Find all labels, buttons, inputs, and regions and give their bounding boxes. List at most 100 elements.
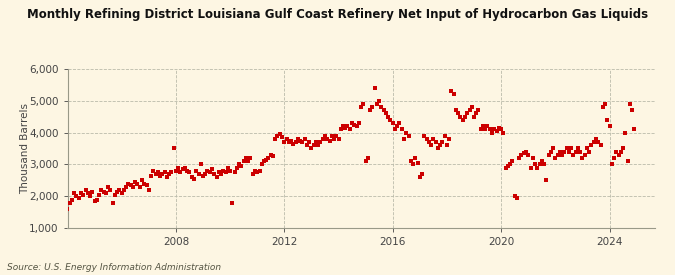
- Point: [512, 196, 522, 200]
- Point: [376, 105, 387, 109]
- Point: [439, 134, 450, 138]
- Point: [119, 188, 130, 192]
- Point: [284, 140, 294, 144]
- Point: [331, 134, 342, 138]
- Point: [516, 153, 527, 157]
- Point: [543, 153, 554, 157]
- Point: [473, 108, 484, 112]
- Point: [557, 153, 568, 157]
- Point: [460, 114, 470, 119]
- Point: [275, 132, 286, 136]
- Point: [67, 197, 78, 202]
- Point: [272, 134, 283, 138]
- Point: [175, 170, 186, 175]
- Point: [62, 207, 73, 211]
- Point: [455, 114, 466, 119]
- Point: [82, 191, 93, 195]
- Point: [351, 124, 362, 128]
- Point: [554, 150, 565, 154]
- Point: [457, 118, 468, 122]
- Point: [220, 170, 231, 175]
- Point: [265, 153, 276, 157]
- Point: [356, 105, 367, 109]
- Point: [252, 170, 263, 175]
- Point: [134, 185, 145, 189]
- Point: [392, 124, 402, 128]
- Point: [340, 126, 350, 130]
- Point: [595, 143, 606, 147]
- Point: [126, 183, 136, 187]
- Text: Source: U.S. Energy Information Administration: Source: U.S. Energy Information Administ…: [7, 263, 221, 272]
- Point: [622, 159, 633, 163]
- Point: [362, 156, 373, 160]
- Point: [101, 191, 111, 195]
- Point: [218, 169, 229, 173]
- Point: [532, 166, 543, 170]
- Point: [354, 121, 364, 125]
- Point: [166, 170, 177, 175]
- Point: [205, 170, 215, 175]
- Point: [346, 121, 357, 125]
- Point: [123, 182, 134, 186]
- Point: [383, 114, 394, 119]
- Point: [412, 161, 423, 165]
- Point: [620, 130, 630, 135]
- Point: [387, 121, 398, 125]
- Point: [364, 108, 375, 112]
- Point: [207, 167, 217, 171]
- Point: [306, 146, 317, 151]
- Point: [267, 154, 278, 159]
- Point: [279, 140, 290, 144]
- Point: [428, 137, 439, 141]
- Point: [229, 170, 240, 175]
- Point: [243, 159, 254, 163]
- Point: [584, 150, 595, 154]
- Point: [292, 137, 303, 141]
- Point: [552, 153, 563, 157]
- Point: [310, 140, 321, 144]
- Point: [139, 182, 150, 186]
- Point: [157, 172, 167, 176]
- Point: [401, 130, 412, 135]
- Point: [527, 156, 538, 160]
- Point: [270, 137, 281, 141]
- Point: [297, 140, 308, 144]
- Point: [444, 137, 455, 141]
- Point: [191, 169, 202, 173]
- Point: [186, 175, 197, 179]
- Point: [525, 166, 536, 170]
- Point: [143, 188, 154, 192]
- Point: [564, 150, 574, 154]
- Point: [624, 102, 635, 106]
- Point: [195, 162, 206, 167]
- Point: [611, 150, 622, 154]
- Point: [240, 156, 251, 160]
- Point: [168, 146, 179, 151]
- Point: [161, 175, 172, 179]
- Point: [371, 102, 382, 106]
- Point: [245, 156, 256, 160]
- Point: [502, 164, 513, 168]
- Point: [163, 172, 174, 176]
- Point: [71, 194, 82, 199]
- Point: [141, 183, 152, 187]
- Point: [406, 159, 416, 163]
- Point: [493, 126, 504, 130]
- Point: [299, 137, 310, 141]
- Point: [227, 200, 238, 205]
- Point: [403, 134, 414, 138]
- Point: [468, 114, 479, 119]
- Point: [128, 185, 138, 189]
- Point: [254, 169, 265, 173]
- Point: [338, 124, 348, 128]
- Point: [597, 105, 608, 109]
- Text: Monthly Refining District Louisiana Gulf Coast Refinery Net Input of Hydrocarbon: Monthly Refining District Louisiana Gulf…: [27, 8, 648, 21]
- Point: [324, 138, 335, 143]
- Point: [329, 137, 340, 141]
- Point: [136, 178, 147, 183]
- Point: [344, 127, 355, 131]
- Point: [153, 170, 163, 175]
- Point: [435, 143, 446, 147]
- Point: [478, 124, 489, 128]
- Point: [256, 162, 267, 167]
